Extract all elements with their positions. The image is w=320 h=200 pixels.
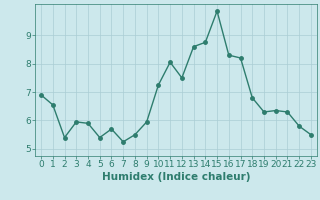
X-axis label: Humidex (Indice chaleur): Humidex (Indice chaleur) <box>102 172 250 182</box>
